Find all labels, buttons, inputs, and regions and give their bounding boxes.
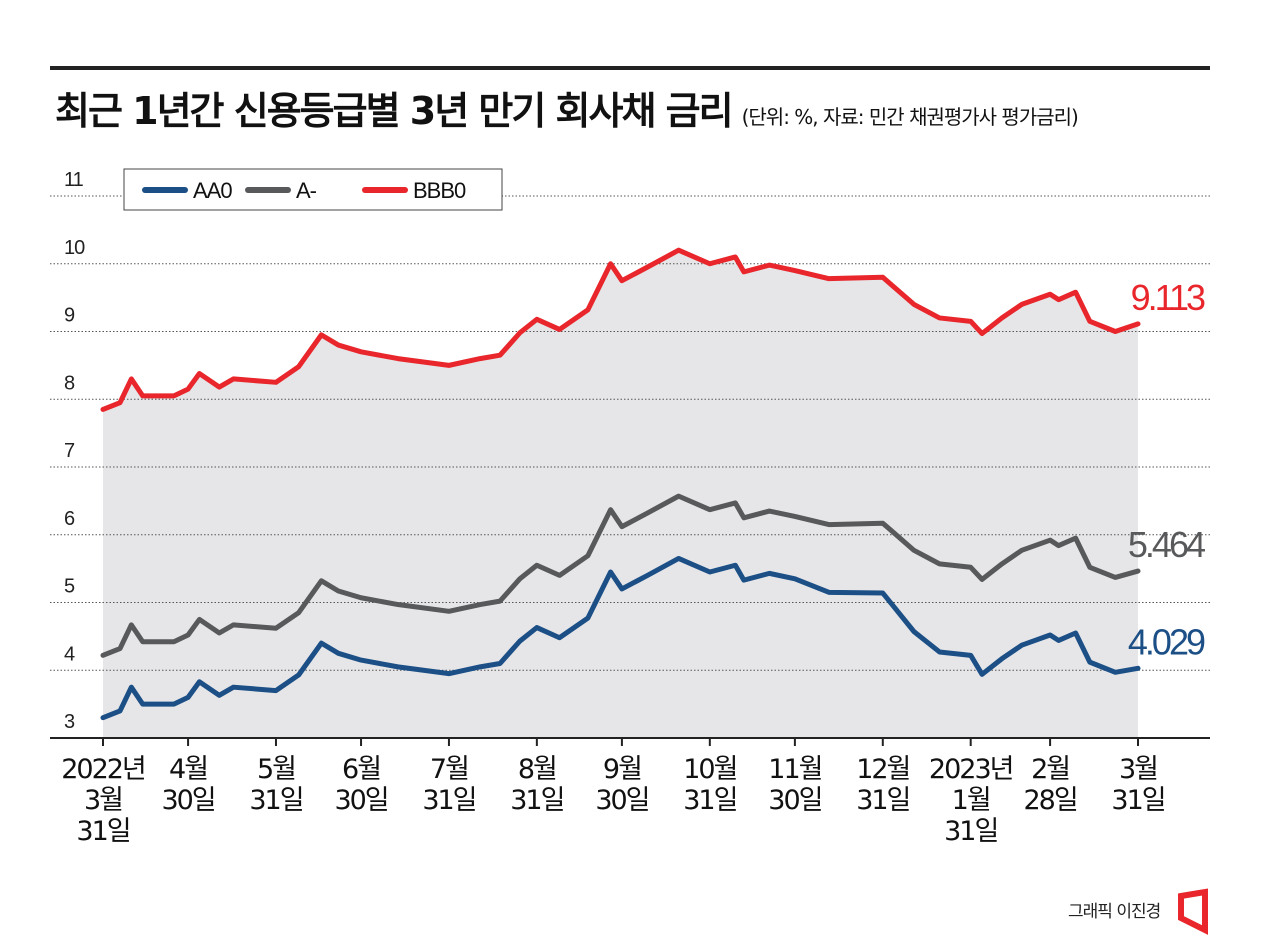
area-fill [103, 250, 1138, 738]
x-tick-label: 30일 [595, 785, 648, 816]
y-tick-label: 10 [64, 237, 85, 259]
x-tick-label: 10월 [683, 754, 736, 785]
x-tick-label: 3월 [84, 785, 122, 816]
y-tick-label: 6 [64, 508, 75, 530]
x-tick-label: 2023년 [929, 754, 1013, 785]
x-tick-label: 3월 [1119, 754, 1157, 785]
legend-label: BBB0 [413, 178, 466, 203]
series-line-A- [100, 493, 1141, 658]
x-tick-label: 4월 [169, 754, 207, 785]
x-tick-label: 31일 [856, 785, 909, 816]
title-text: 최근 1년간 신용등급별 3년 만기 회사채 금리 [55, 89, 734, 133]
legend-label: A- [296, 178, 317, 203]
x-tick-label: 31일 [422, 785, 475, 816]
x-tick-label: 12월 [856, 754, 909, 785]
top-rule [50, 66, 1210, 70]
y-tick-label: 9 [64, 305, 75, 327]
end-value-label: 4.029 [1128, 621, 1205, 662]
x-tick-label: 8월 [518, 754, 556, 785]
x-tick-label: 31일 [944, 816, 997, 847]
legend-label: AA0 [193, 178, 232, 203]
x-tick-label: 5월 [257, 754, 295, 785]
end-value-label: 5.464 [1128, 524, 1205, 565]
chart-subtitle: (단위: %, 자료: 민간 채권평가사 평가금리) [741, 105, 1079, 129]
x-tick-label: 31일 [510, 785, 563, 816]
x-tick-label: 6월 [342, 754, 380, 785]
end-value-label: 9.113 [1131, 277, 1205, 318]
x-tick-label: 30일 [768, 785, 821, 816]
x-tick-label: 30일 [161, 785, 214, 816]
x-tick-label: 30일 [334, 785, 387, 816]
x-tick-label: 2월 [1031, 754, 1069, 785]
x-tick-label: 7월 [430, 754, 468, 785]
x-tick-label: 2022년 [61, 754, 145, 785]
credit-text: 그래픽 이진경 [1068, 902, 1161, 922]
chart-title: 최근 1년간 신용등급별 3년 만기 회사채 금리 (단위: %, 자료: 민간 … [55, 80, 1079, 135]
x-tick-label: 11월 [768, 754, 821, 785]
series-line-BBB0 [100, 247, 1141, 412]
x-tick-label: 31일 [1111, 785, 1164, 816]
series-line-AA0 [100, 555, 1141, 721]
x-tick-label: 31일 [76, 816, 129, 847]
x-tick-label: 31일 [249, 785, 302, 816]
y-tick-label: 5 [64, 576, 75, 598]
y-tick-label: 7 [64, 440, 75, 462]
y-tick-label: 4 [64, 643, 75, 665]
x-tick-label: 31일 [683, 785, 736, 816]
x-tick-label: 9월 [603, 754, 641, 785]
x-tick-label: 28일 [1023, 785, 1076, 816]
y-tick-label: 8 [64, 372, 75, 394]
x-tick-label: 1월 [952, 785, 990, 816]
y-tick-label: 11 [64, 169, 84, 191]
y-tick-label: 3 [64, 711, 75, 733]
